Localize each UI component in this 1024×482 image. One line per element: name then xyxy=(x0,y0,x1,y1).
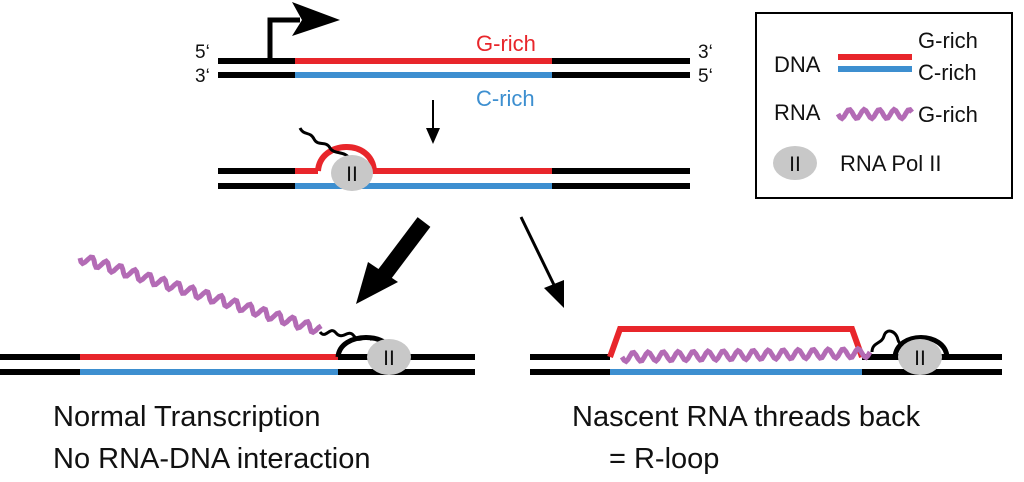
legend-pol-icon xyxy=(773,146,817,180)
right-caption-line2: = R-loop xyxy=(609,443,719,475)
left-caption-line1: Normal Transcription xyxy=(53,401,321,433)
promoter-arrow xyxy=(267,2,340,58)
g-rich-label: G-rich xyxy=(476,31,536,56)
legend-pol-symbol: II xyxy=(789,153,801,176)
legend-rna-label: RNA xyxy=(774,100,821,125)
right-nascent-rna-purple xyxy=(619,345,873,365)
middle-dna-duplex xyxy=(218,144,690,189)
legend-dna-g-label: G-rich xyxy=(918,28,978,53)
right-caption-line1: Nascent RNA threads back xyxy=(572,401,921,433)
middle-pol-symbol: II xyxy=(346,163,358,186)
label-3prime-bottom: 3‘ xyxy=(195,66,210,87)
top-dna-duplex xyxy=(218,58,690,78)
r-loop-displaced-strand xyxy=(607,326,865,359)
left-nascent-rna-purple xyxy=(77,254,323,336)
left-rna-pol-ii: II xyxy=(367,339,411,375)
left-pol-symbol: II xyxy=(383,347,395,370)
arrow-thick-left xyxy=(356,217,431,304)
label-5prime-top: 5‘ xyxy=(195,42,210,63)
middle-nascent-rna xyxy=(298,127,352,161)
transcription-bubble xyxy=(315,144,377,172)
legend-rna-g-label: G-rich xyxy=(918,102,978,127)
right-nascent-rna-black xyxy=(870,329,908,353)
label-3prime-top-right: 3‘ xyxy=(698,42,713,63)
middle-rna-pol-ii: II xyxy=(331,155,373,191)
left-caption-line2: No RNA-DNA interaction xyxy=(53,443,371,475)
legend-pol-label: RNA Pol II xyxy=(840,151,941,176)
label-5prime-bottom-right: 5‘ xyxy=(698,66,713,87)
legend-dna-label: DNA xyxy=(774,52,821,77)
legend-rna-wave xyxy=(835,106,914,122)
arrow-thin-right xyxy=(519,216,564,308)
right-pol-symbol: II xyxy=(914,347,926,370)
right-rna-pol-ii: II xyxy=(898,339,942,375)
left-nascent-rna-black xyxy=(318,329,374,342)
right-dna-duplex xyxy=(530,326,1002,375)
legend-dna-c-label: C-rich xyxy=(918,60,977,85)
arrow-down-small xyxy=(426,100,440,144)
legend: DNA G-rich C-rich RNA G-rich II RNA Pol … xyxy=(755,12,1013,199)
promoter-arrowhead xyxy=(292,2,340,36)
c-rich-label: C-rich xyxy=(476,86,535,111)
